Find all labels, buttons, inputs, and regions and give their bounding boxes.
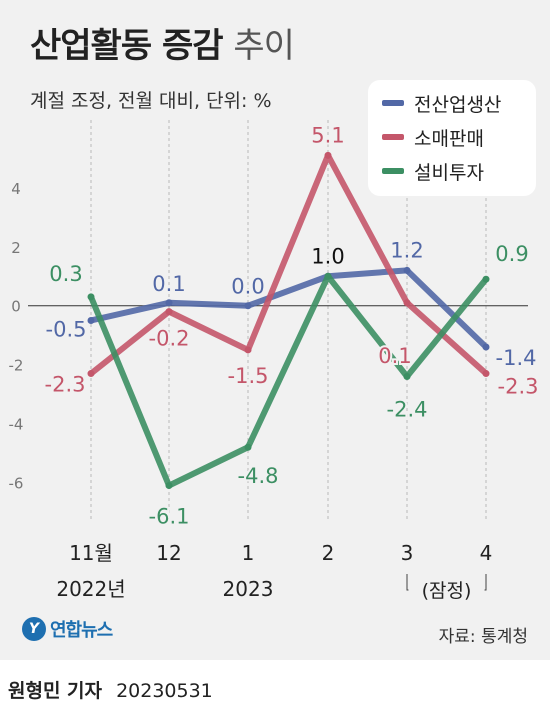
y-tick-label: 0 <box>11 298 21 316</box>
data-label: -2.3 <box>498 375 539 399</box>
y-tick-label: -2 <box>9 357 24 375</box>
legend-item: 전산업생산 <box>382 88 501 118</box>
data-label: 0.1 <box>378 344 411 368</box>
x-tick-label: 4 <box>480 541 493 565</box>
yonhap-logo: Y 연합뉴스 <box>22 616 113 642</box>
series-line-1 <box>89 152 489 376</box>
data-label: 0.0 <box>231 275 264 299</box>
legend-swatch <box>382 134 404 140</box>
logo-text: 연합뉴스 <box>50 620 113 641</box>
legend-label: 전산업생산 <box>414 93 502 116</box>
data-point <box>482 275 490 283</box>
publish-date: 20230531 <box>116 680 213 702</box>
data-point <box>482 370 490 378</box>
source-note: 자료: 통계청 <box>438 627 528 647</box>
legend-swatch <box>382 100 404 106</box>
data-label: -0.5 <box>46 317 87 341</box>
data-point <box>403 266 411 274</box>
chart-panel: 산업활동 증감 추이 계절 조정, 전월 대비, 단위: % 4 2 0 -2 -4 -6… <box>0 0 550 660</box>
data-label: 5.1 <box>311 123 344 147</box>
y-tick-label: -6 <box>9 475 24 493</box>
data-point <box>403 299 411 307</box>
data-label: -1.4 <box>496 346 537 370</box>
data-label: 1.2 <box>390 238 423 262</box>
legend-swatch <box>382 168 404 174</box>
title-light: 추이 <box>233 26 295 66</box>
x-tick-label: 1 <box>242 541 255 565</box>
data-label: -2.3 <box>45 373 86 397</box>
data-point <box>165 308 173 316</box>
data-point <box>244 346 252 354</box>
data-label: 0.3 <box>49 262 82 286</box>
legend-item: 설비투자 <box>382 156 484 186</box>
data-point <box>403 372 411 380</box>
page-title: 산업활동 증감 추이 <box>30 18 295 67</box>
data-point <box>244 443 252 451</box>
data-point <box>165 299 173 307</box>
y-tick-label: -4 <box>9 416 24 434</box>
credit-line: 원형민 기자 20230531 <box>8 676 213 703</box>
data-point <box>87 370 95 378</box>
x-tick-label: 12 <box>156 541 181 565</box>
data-label: 0.9 <box>495 242 528 266</box>
data-point <box>87 316 95 324</box>
data-point <box>165 482 173 490</box>
data-point <box>482 343 490 351</box>
data-point <box>324 151 332 159</box>
data-label: -6.1 <box>149 505 190 529</box>
x-tick-label: 2 <box>322 541 335 565</box>
data-label: -4.8 <box>238 464 279 488</box>
bracket-label-bg <box>408 578 485 602</box>
y-tick-label: 4 <box>11 180 21 198</box>
legend-item: 소매판매 <box>382 122 484 152</box>
x-tick-label: 3 <box>401 541 414 565</box>
series-line-0 <box>90 267 489 350</box>
bracket-label: (잠정) <box>422 580 472 602</box>
title-bold: 산업활동 증감 <box>30 26 224 66</box>
chart-subtitle: 계절 조정, 전월 대비, 단위: % <box>30 90 272 112</box>
year-label: 2022년 <box>56 577 125 601</box>
data-label: 0.1 <box>152 272 185 296</box>
data-label: -1.5 <box>228 364 269 388</box>
series-line-2 <box>88 273 489 489</box>
data-label: -0.2 <box>149 327 190 351</box>
data-label: -2.4 <box>387 397 428 421</box>
y-tick-label: 2 <box>11 239 21 257</box>
x-tick-label: 11월 <box>69 541 113 565</box>
year-label: 2023 <box>223 577 274 601</box>
logo-mark: Y <box>22 617 46 641</box>
data-point <box>324 272 332 280</box>
legend-label: 소매판매 <box>414 127 484 150</box>
data-label: 1.0 <box>311 244 344 268</box>
legend-label: 설비투자 <box>414 161 484 184</box>
data-point <box>87 293 95 301</box>
reporter-name: 원형민 기자 <box>8 680 103 702</box>
data-point <box>244 302 252 310</box>
